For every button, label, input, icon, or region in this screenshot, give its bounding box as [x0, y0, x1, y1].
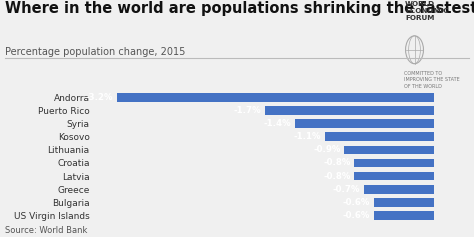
- Text: -1.4%: -1.4%: [264, 119, 291, 128]
- Text: -0.9%: -0.9%: [313, 145, 340, 154]
- Bar: [295, 119, 434, 128]
- Text: -0.8%: -0.8%: [323, 172, 350, 181]
- Bar: [364, 185, 434, 194]
- Text: Percentage population change, 2015: Percentage population change, 2015: [5, 47, 185, 57]
- Bar: [374, 198, 434, 207]
- Bar: [117, 93, 434, 102]
- Text: -3.2%: -3.2%: [85, 93, 113, 102]
- Text: -0.8%: -0.8%: [323, 159, 350, 168]
- Text: -0.6%: -0.6%: [343, 198, 370, 207]
- Text: -1.7%: -1.7%: [234, 106, 261, 115]
- Bar: [325, 132, 434, 141]
- Bar: [355, 159, 434, 167]
- Bar: [345, 146, 434, 154]
- Text: -1.1%: -1.1%: [293, 132, 321, 141]
- Text: -0.6%: -0.6%: [343, 211, 370, 220]
- Text: Source: World Bank: Source: World Bank: [5, 226, 87, 235]
- Text: COMMITTED TO
IMPROVING THE STATE
OF THE WORLD: COMMITTED TO IMPROVING THE STATE OF THE …: [404, 71, 460, 88]
- Bar: [355, 172, 434, 180]
- Bar: [374, 211, 434, 220]
- Bar: [265, 106, 434, 115]
- Text: -0.7%: -0.7%: [333, 185, 360, 194]
- Text: Where in the world are populations shrinking the fastest?: Where in the world are populations shrin…: [5, 1, 474, 16]
- Text: WORLD
ECONOMIC
FORUM: WORLD ECONOMIC FORUM: [405, 1, 449, 21]
